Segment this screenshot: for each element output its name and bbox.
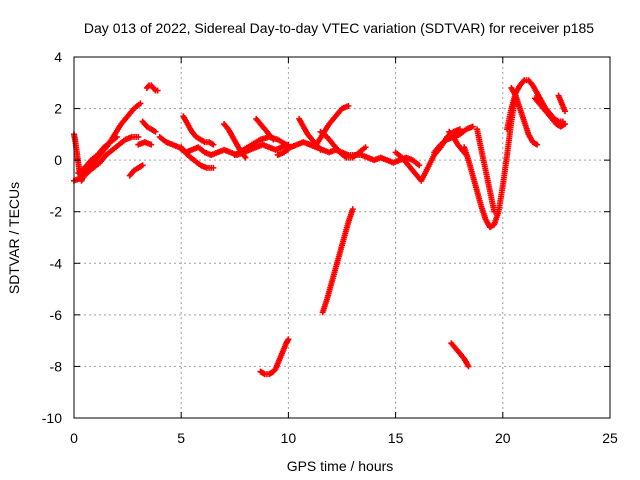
data-point-marker [456,126,463,133]
data-point-marker [152,128,159,135]
data-point-marker [242,154,249,161]
x-tick-label: 5 [177,430,185,446]
data-point-marker [491,208,498,215]
series-arc-s [257,336,292,378]
series-arc-ad [555,92,568,115]
y-tick-label: 4 [54,49,62,65]
series-arc-u [448,340,472,370]
x-tick-labels: 0 5 10 15 20 25 [70,430,618,446]
data-point-marker [416,162,423,169]
series-arc-z [474,126,498,215]
x-tick-label: 0 [70,430,78,446]
series-arc-ab [508,84,541,148]
series-arc-l [221,121,249,161]
data-point-marker [137,100,144,107]
series-arc-aa [504,77,566,133]
data-point-marker [270,136,277,143]
y-tick-label: -4 [50,255,63,271]
series-arc-w [431,123,476,156]
data-point-marker [210,164,217,171]
data-point-marker [283,141,290,148]
series-arc-g [139,118,159,135]
data-point-marker [561,121,568,128]
data-point-marker [113,133,120,140]
data-point-marker [561,108,568,115]
series-arc-ac [531,95,568,130]
data-point-marker [534,141,541,148]
series-arc-d [75,133,120,177]
plot-frame [73,56,611,419]
x-tick-label: 20 [495,430,511,446]
data-point-marker [285,336,292,343]
y-tick-label: -2 [50,204,63,220]
data-point-marker [154,87,161,94]
series-arc-e [126,162,146,179]
series-arc-b [71,133,142,184]
data-points [71,77,568,378]
data-point-marker [465,363,472,370]
data-point-marker [345,102,352,109]
y-tick-label: 0 [54,152,62,168]
data-point-marker [317,146,324,153]
y-axis-label: SDTVAR / TECUs [6,182,22,294]
chart-title: Day 013 of 2022, Sidereal Day-to-day VTE… [84,20,594,36]
axis-ticks [73,56,611,419]
series-arc-t [319,206,356,316]
y-tick-label: -6 [50,307,63,323]
data-point-marker [469,123,476,130]
series-arc-h [135,139,155,148]
data-point-marker [135,133,142,140]
series-arc-y [461,92,519,231]
y-tick-labels: -10 -8 -6 -4 -2 0 2 4 [42,49,62,426]
series-arc-j [178,144,217,171]
data-point-marker [349,206,356,213]
data-point-marker [148,141,155,148]
x-axis-label: GPS time / hours [287,458,394,474]
data-point-marker [139,162,146,169]
data-point-marker [210,141,217,148]
series-arc-r [317,128,369,161]
x-tick-label: 25 [602,430,618,446]
x-tick-label: 15 [388,430,404,446]
y-tick-label: -10 [42,410,62,426]
data-point-marker [362,144,369,151]
series-arc-q [313,102,352,148]
series-arc-f [143,82,161,94]
x-tick-label: 10 [281,430,297,446]
y-tick-label: 2 [54,101,62,117]
series-arc-k [180,113,217,148]
series-arc-n [253,115,277,143]
y-tick-label: -8 [50,358,63,374]
